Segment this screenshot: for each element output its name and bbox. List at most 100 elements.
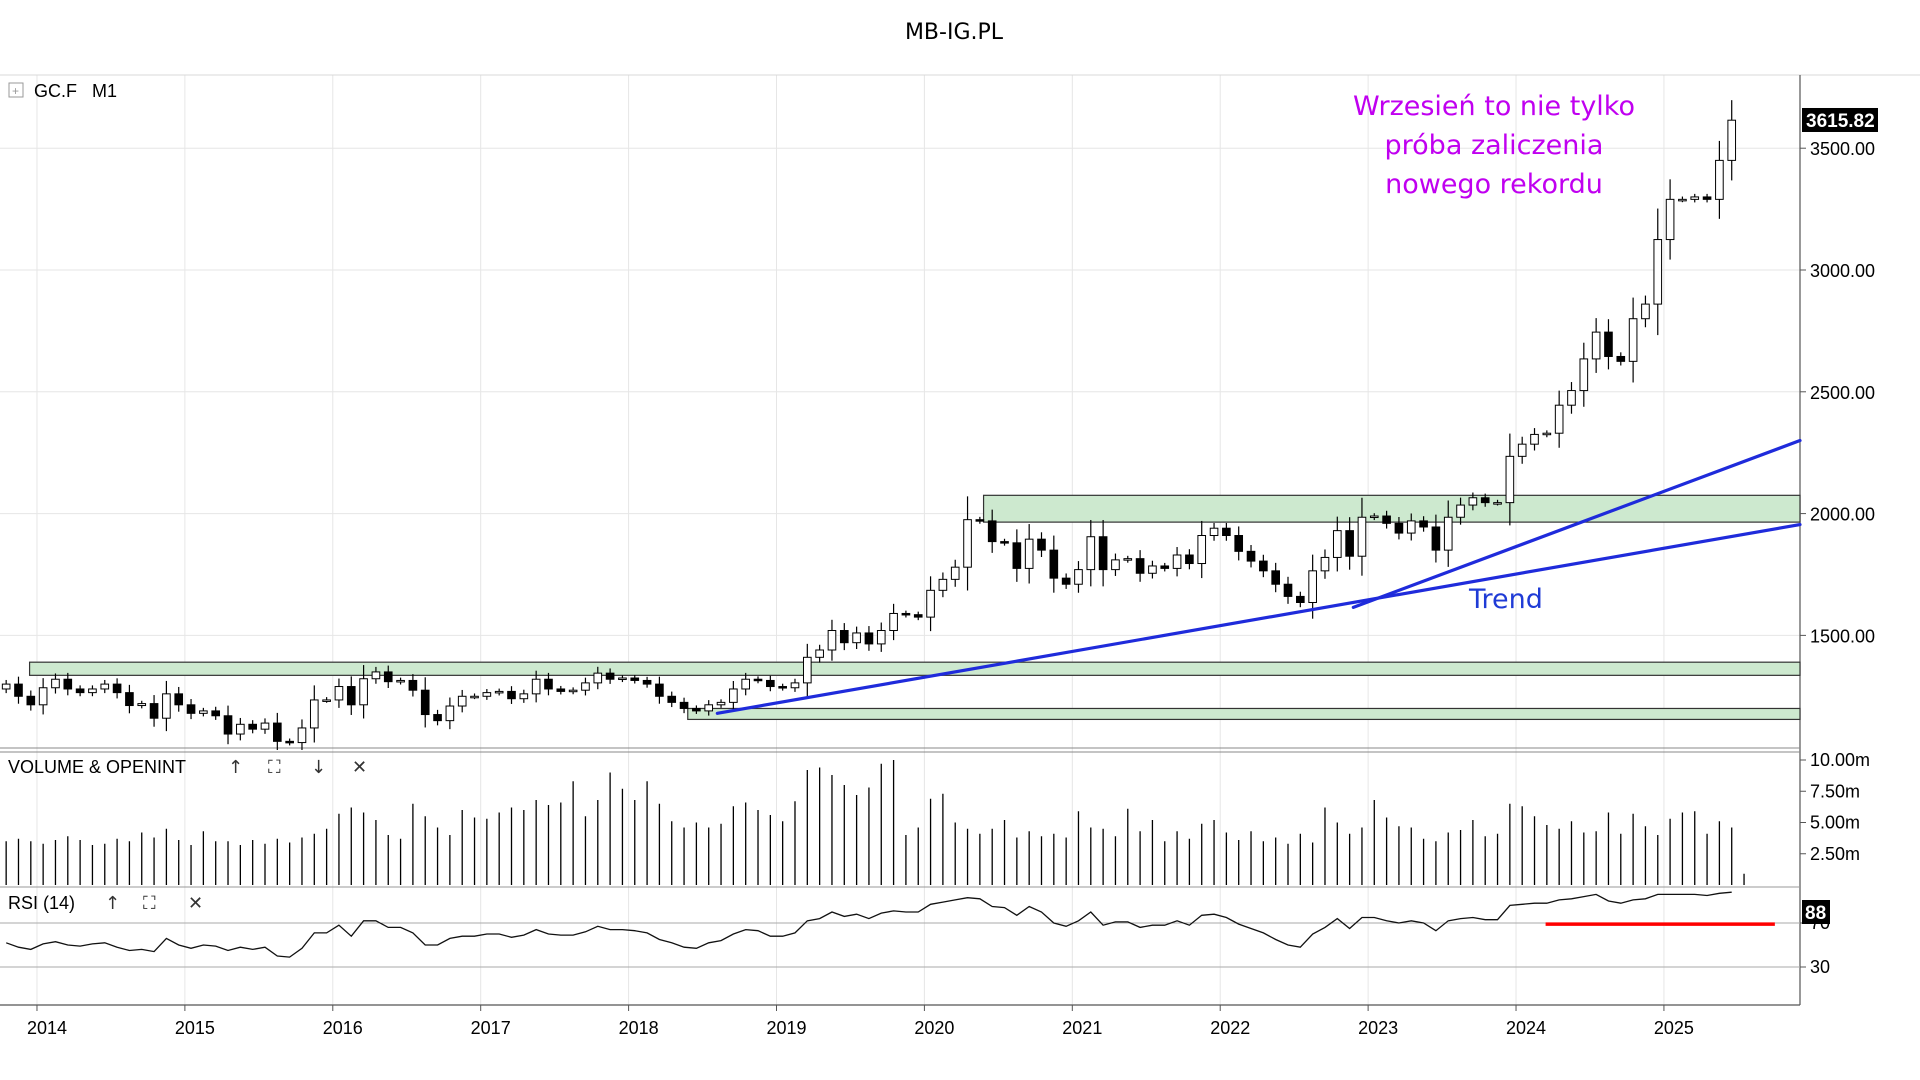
- candle: [1542, 430, 1552, 438]
- candle: [1148, 560, 1157, 579]
- year-tick-label: 2014: [27, 1018, 67, 1038]
- candle: [1222, 522, 1231, 541]
- candle: [1012, 529, 1022, 582]
- candle: [568, 687, 578, 695]
- rsi-current-label: 88: [1805, 903, 1826, 924]
- panel-frames: [0, 74, 1920, 1006]
- candle: [630, 674, 640, 684]
- candle: [778, 683, 787, 691]
- year-tick-label: 2021: [1062, 1018, 1102, 1038]
- candle: [544, 672, 553, 696]
- candle: [433, 709, 442, 726]
- candle: [1369, 513, 1379, 521]
- candle: [396, 677, 405, 685]
- close-icon[interactable]: ✕: [352, 757, 367, 778]
- candle: [1394, 517, 1404, 540]
- volume-tick-label: 2.50m: [1810, 844, 1860, 864]
- candle: [1172, 547, 1182, 577]
- maximize-icon[interactable]: ⛶: [268, 757, 281, 778]
- candle: [248, 720, 257, 734]
- candle: [322, 697, 331, 703]
- candle: [482, 689, 492, 700]
- candle: [346, 676, 356, 715]
- trendlines: [715, 438, 1802, 715]
- candle: [876, 622, 886, 652]
- expand-icon[interactable]: [8, 82, 24, 98]
- candle: [1641, 295, 1650, 328]
- volume-axis: 10.00m 7.50m 5.00m 2.50m: [1800, 750, 1870, 864]
- candle: [1406, 513, 1416, 541]
- candle: [223, 705, 233, 745]
- candle: [1727, 100, 1737, 181]
- candle: [1715, 140, 1724, 219]
- candle: [1678, 196, 1687, 203]
- volume-bars: [5, 760, 1745, 885]
- candle: [88, 685, 97, 697]
- candle: [556, 685, 566, 695]
- year-tick-label: 2025: [1654, 1018, 1694, 1038]
- candle: [1419, 516, 1428, 532]
- candle: [1567, 382, 1576, 414]
- rsi-value-badge: 88: [1802, 900, 1830, 924]
- candle: [1000, 538, 1009, 546]
- candle: [1579, 342, 1589, 407]
- candle: [1320, 549, 1330, 579]
- candle: [963, 496, 972, 591]
- candle: [1493, 499, 1502, 506]
- trendline: [715, 522, 1802, 715]
- year-tick-label: 2015: [175, 1018, 215, 1038]
- price-tick-label: 1500.00: [1810, 626, 1875, 646]
- candle: [75, 685, 85, 697]
- candle: [125, 684, 134, 714]
- candle: [1271, 562, 1280, 593]
- year-tick-label: 2017: [471, 1018, 511, 1038]
- year-tick-label: 2019: [766, 1018, 806, 1038]
- candle: [1616, 352, 1626, 366]
- candle: [1665, 179, 1675, 260]
- candle: [839, 623, 849, 651]
- move-up-icon[interactable]: ↑: [105, 893, 120, 914]
- candle: [593, 666, 603, 690]
- move-up-icon[interactable]: ↑: [228, 757, 243, 778]
- candle: [1074, 561, 1083, 593]
- candle: [1061, 573, 1071, 589]
- instrument-symbol: GC.F: [34, 81, 77, 101]
- candle: [889, 603, 898, 641]
- close-icon[interactable]: ✕: [188, 893, 203, 914]
- candle: [618, 675, 627, 683]
- candle: [950, 559, 960, 587]
- candle: [1345, 517, 1354, 570]
- candle: [359, 665, 368, 719]
- rsi-tick-label: 30: [1810, 957, 1830, 977]
- candle: [199, 707, 208, 717]
- candle: [667, 691, 677, 708]
- candle: [1086, 519, 1096, 587]
- last-price-badge: 3615.82: [1802, 107, 1878, 132]
- candle: [1234, 526, 1244, 561]
- candle: [1135, 550, 1145, 582]
- candle: [149, 695, 159, 727]
- maximize-icon[interactable]: ⛶: [143, 893, 156, 914]
- move-down-icon[interactable]: ↓: [311, 757, 326, 778]
- zone-rect: [982, 494, 1801, 523]
- annotation-line-3: nowego rekordu: [1385, 169, 1603, 200]
- price-tick-label: 2500.00: [1810, 383, 1875, 403]
- candle: [371, 666, 381, 684]
- candle: [14, 676, 23, 704]
- candle: [420, 677, 430, 728]
- candle: [642, 676, 652, 688]
- candle: [236, 717, 245, 741]
- year-tick-label: 2020: [914, 1018, 954, 1038]
- candle: [729, 680, 738, 711]
- candle: [1443, 500, 1453, 567]
- price-tick-label: 2000.00: [1810, 505, 1875, 525]
- candle: [605, 668, 615, 684]
- candle: [162, 680, 171, 732]
- zone-rect: [28, 661, 1801, 676]
- main-panel-header: + GC.F M1: [8, 81, 117, 101]
- candle: [519, 689, 529, 703]
- volume-tick-label: 10.00m: [1810, 750, 1870, 770]
- candle: [309, 685, 319, 743]
- candle: [1530, 428, 1539, 451]
